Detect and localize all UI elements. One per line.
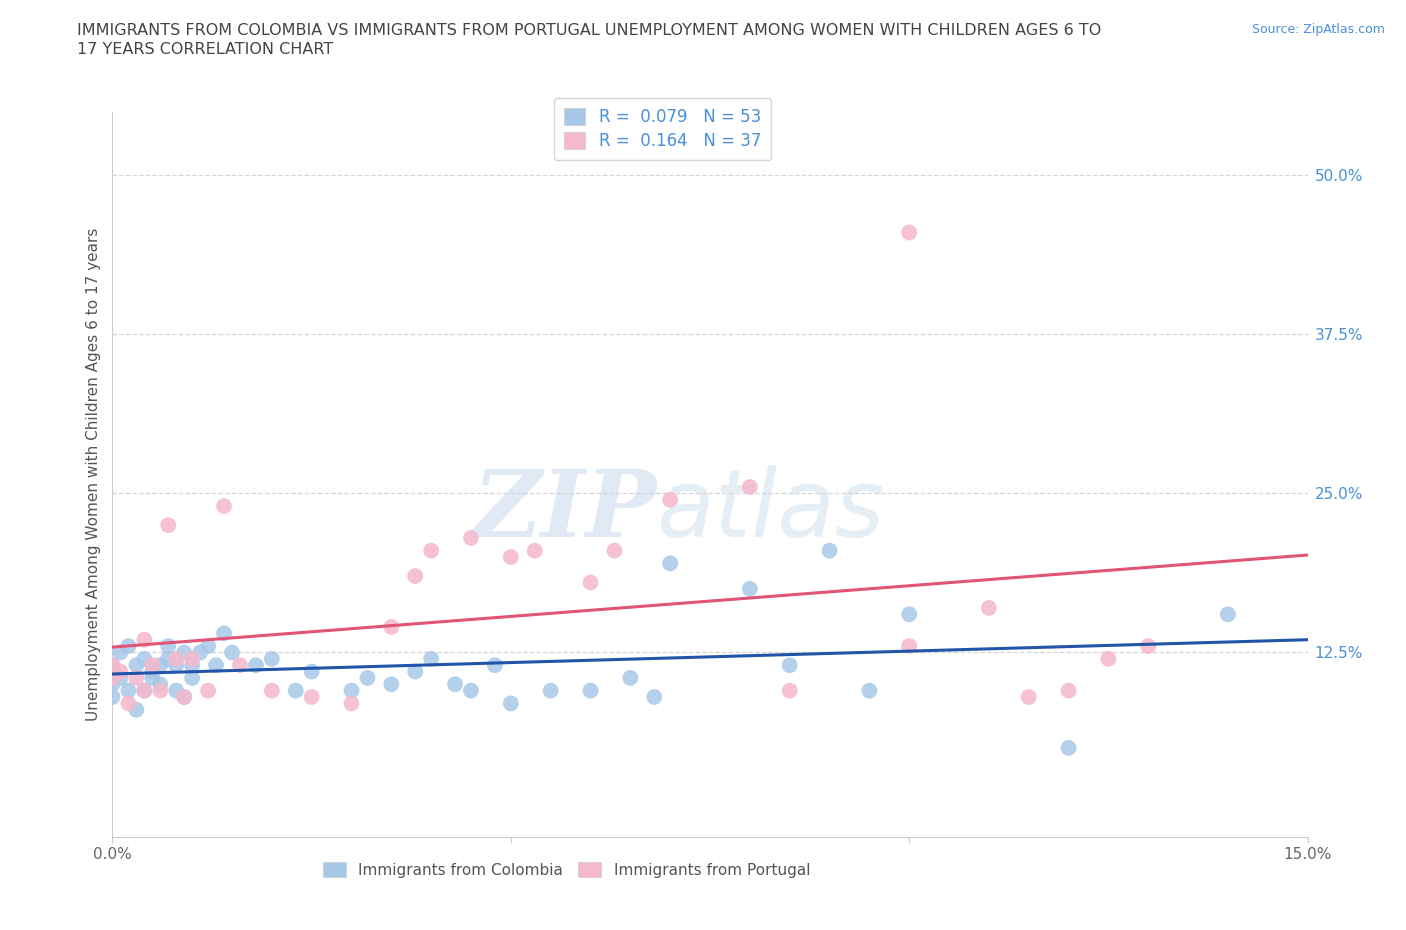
- Point: [619, 671, 641, 685]
- Point: [101, 671, 124, 685]
- Point: [898, 225, 921, 240]
- Point: [101, 658, 124, 672]
- Point: [1216, 607, 1239, 622]
- Point: [165, 684, 187, 698]
- Text: atlas: atlas: [657, 465, 884, 556]
- Point: [499, 550, 522, 565]
- Point: [141, 664, 163, 679]
- Point: [125, 671, 148, 685]
- Text: 17 YEARS CORRELATION CHART: 17 YEARS CORRELATION CHART: [77, 42, 333, 57]
- Point: [738, 581, 761, 596]
- Point: [301, 664, 323, 679]
- Point: [173, 689, 195, 704]
- Point: [340, 684, 363, 698]
- Point: [1137, 639, 1160, 654]
- Point: [858, 684, 880, 698]
- Point: [134, 651, 156, 666]
- Point: [165, 658, 187, 672]
- Text: Source: ZipAtlas.com: Source: ZipAtlas.com: [1251, 23, 1385, 36]
- Point: [221, 645, 243, 660]
- Point: [284, 684, 307, 698]
- Point: [603, 543, 626, 558]
- Point: [134, 684, 156, 698]
- Point: [117, 639, 139, 654]
- Point: [499, 696, 522, 711]
- Point: [212, 498, 235, 513]
- Point: [165, 651, 187, 666]
- Point: [134, 632, 156, 647]
- Point: [738, 480, 761, 495]
- Point: [101, 677, 124, 692]
- Point: [779, 684, 801, 698]
- Point: [181, 651, 204, 666]
- Point: [181, 671, 204, 685]
- Point: [380, 677, 402, 692]
- Point: [540, 684, 562, 698]
- Point: [404, 664, 426, 679]
- Text: ZIP: ZIP: [472, 466, 657, 555]
- Point: [149, 677, 172, 692]
- Point: [404, 568, 426, 583]
- Point: [977, 601, 1000, 616]
- Text: IMMIGRANTS FROM COLOMBIA VS IMMIGRANTS FROM PORTUGAL UNEMPLOYMENT AMONG WOMEN WI: IMMIGRANTS FROM COLOMBIA VS IMMIGRANTS F…: [77, 23, 1101, 38]
- Point: [110, 645, 132, 660]
- Point: [245, 658, 267, 672]
- Point: [523, 543, 546, 558]
- Point: [420, 543, 443, 558]
- Point: [125, 702, 148, 717]
- Point: [484, 658, 506, 672]
- Point: [197, 684, 219, 698]
- Point: [579, 684, 602, 698]
- Point: [110, 671, 132, 685]
- Point: [101, 689, 124, 704]
- Point: [643, 689, 665, 704]
- Point: [659, 556, 682, 571]
- Point: [1018, 689, 1040, 704]
- Point: [197, 639, 219, 654]
- Point: [149, 684, 172, 698]
- Point: [212, 626, 235, 641]
- Point: [779, 658, 801, 672]
- Point: [229, 658, 252, 672]
- Point: [898, 607, 921, 622]
- Point: [157, 639, 180, 654]
- Point: [188, 645, 211, 660]
- Point: [181, 658, 204, 672]
- Point: [420, 651, 443, 666]
- Point: [818, 543, 841, 558]
- Point: [460, 530, 482, 545]
- Point: [260, 651, 283, 666]
- Point: [157, 651, 180, 666]
- Point: [134, 684, 156, 698]
- Point: [1057, 684, 1080, 698]
- Point: [173, 689, 195, 704]
- Point: [380, 619, 402, 634]
- Point: [141, 671, 163, 685]
- Y-axis label: Unemployment Among Women with Children Ages 6 to 17 years: Unemployment Among Women with Children A…: [86, 228, 101, 721]
- Point: [1057, 740, 1080, 755]
- Point: [340, 696, 363, 711]
- Point: [301, 689, 323, 704]
- Point: [898, 639, 921, 654]
- Point: [117, 684, 139, 698]
- Legend: Immigrants from Colombia, Immigrants from Portugal: Immigrants from Colombia, Immigrants fro…: [316, 856, 817, 884]
- Point: [125, 658, 148, 672]
- Point: [157, 518, 180, 533]
- Point: [205, 658, 228, 672]
- Point: [141, 658, 163, 672]
- Point: [101, 658, 124, 672]
- Point: [1097, 651, 1119, 666]
- Point: [659, 492, 682, 507]
- Point: [149, 658, 172, 672]
- Point: [260, 684, 283, 698]
- Point: [579, 575, 602, 590]
- Point: [173, 645, 195, 660]
- Point: [117, 696, 139, 711]
- Point: [110, 664, 132, 679]
- Point: [460, 684, 482, 698]
- Point: [356, 671, 378, 685]
- Point: [444, 677, 467, 692]
